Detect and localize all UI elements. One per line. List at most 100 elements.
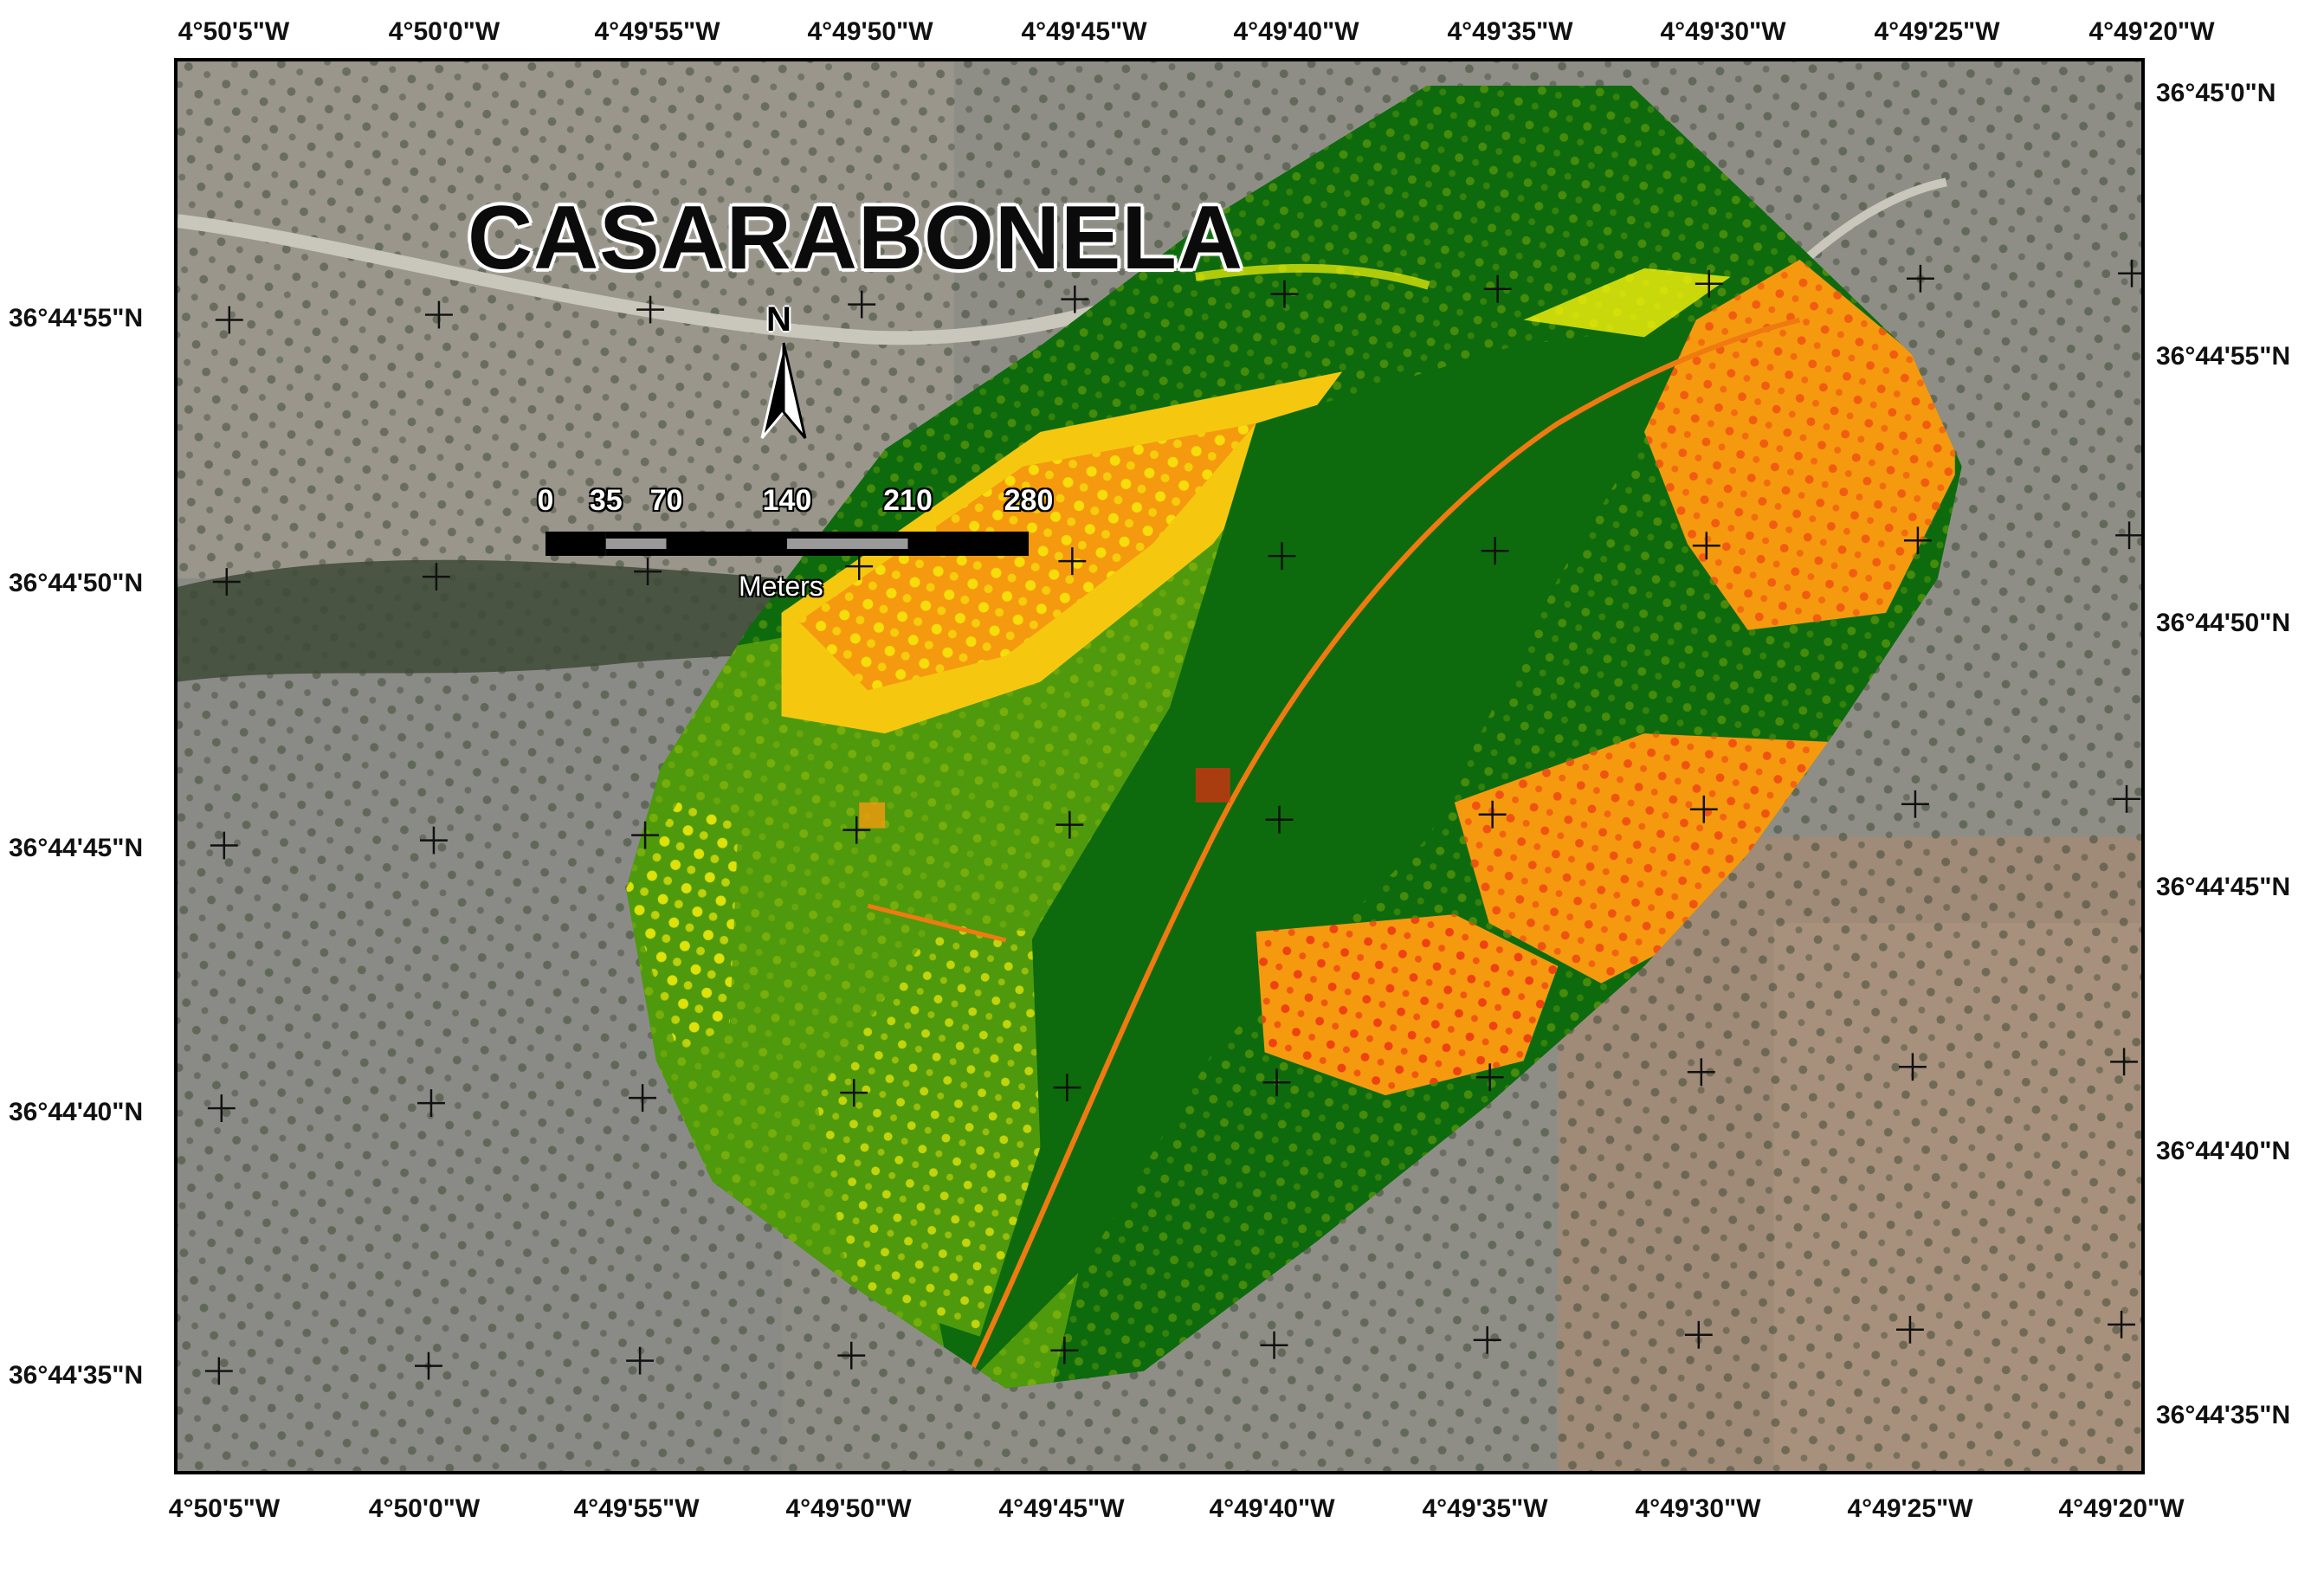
- graticule-cross: [420, 826, 448, 855]
- graticule-cross: [848, 290, 876, 319]
- north-arrow-icon: [760, 342, 807, 439]
- graticule-cross: [1483, 274, 1512, 303]
- longitude-label-top: 4°49'55"W: [594, 17, 720, 46]
- longitude-label-bottom: 4°49'55"W: [573, 1494, 700, 1523]
- latitude-label-right: 36°45'0"N: [2156, 79, 2276, 107]
- longitude-label-bottom: 4°49'50"W: [785, 1494, 912, 1523]
- graticule-cross: [1270, 280, 1299, 308]
- longitude-label-top: 4°49'40"W: [1233, 17, 1359, 46]
- legend: No vegetation ground cover< 30%30-60%60-…: [583, 1471, 2094, 1474]
- scale-segment: [545, 532, 606, 556]
- latitude-label-right: 36°44'35"N: [2156, 1401, 2291, 1429]
- graticule-cross: [2118, 259, 2141, 287]
- graticule-cross: [2110, 1048, 2139, 1076]
- graticule-cross: [1481, 537, 1509, 565]
- graticule-cross: [1695, 269, 1723, 298]
- graticule-cross: [424, 300, 453, 329]
- graticule-cross: [1478, 800, 1507, 829]
- longitude-label-top: 4°49'25"W: [1874, 17, 2000, 46]
- scale-bar: [545, 532, 1029, 556]
- graticule-cross: [2113, 784, 2141, 813]
- vegetation-map: [178, 61, 2141, 1471]
- latitude-label-left: 36°44'45"N: [9, 834, 144, 862]
- latitude-label-right: 36°44'45"N: [2156, 873, 2291, 901]
- graticule-cross: [423, 563, 450, 590]
- graticule-cross: [1058, 547, 1087, 576]
- longitude-label-top: 4°49'30"W: [1660, 17, 1786, 46]
- longitude-label-bottom: 4°49'45"W: [998, 1494, 1125, 1523]
- graticule-cross: [1692, 532, 1720, 560]
- longitude-label-top: 4°50'0"W: [388, 17, 500, 46]
- map-title: CASARABONELA: [468, 188, 1243, 288]
- graticule-cross: [212, 568, 241, 596]
- graticule-cross: [215, 306, 243, 334]
- graticule-cross: [207, 1094, 236, 1122]
- scale-segment: [907, 532, 1029, 556]
- graticule-cross: [629, 1084, 657, 1113]
- graticule-cross: [2115, 521, 2141, 550]
- graticule-cross: [1050, 1336, 1079, 1364]
- scale-segment: [666, 532, 787, 556]
- scale-tick-label: 0: [537, 484, 554, 517]
- graticule-cross: [210, 831, 238, 860]
- latitude-label-right: 36°44'55"N: [2156, 342, 2291, 371]
- graticule-cross: [2108, 1310, 2136, 1339]
- scale-tick-label: 70: [649, 484, 683, 517]
- longitude-label-bottom: 4°49'25"W: [1847, 1494, 1973, 1523]
- graticule-cross: [415, 1351, 442, 1380]
- graticule-cross: [636, 295, 665, 324]
- graticule-cross: [634, 558, 662, 586]
- scale-tick-label: 140: [762, 484, 812, 517]
- graticule-cross: [1689, 795, 1718, 823]
- scale-tick-label: 210: [883, 484, 933, 517]
- scale-segment-inner: [605, 539, 667, 549]
- latitude-label-left: 36°44'50"N: [9, 569, 144, 597]
- latitude-label-right: 36°44'50"N: [2156, 609, 2291, 637]
- graticule-cross: [845, 552, 874, 581]
- graticule-cross: [842, 816, 871, 844]
- longitude-label-top: 4°49'50"W: [807, 17, 933, 46]
- scale-tick-label: 35: [589, 484, 623, 517]
- graticule-cross: [1262, 1068, 1291, 1097]
- longitude-label-bottom: 4°49'20"W: [2058, 1494, 2185, 1523]
- graticule-cross: [1901, 790, 1929, 818]
- latitude-label-left: 36°44'35"N: [9, 1361, 144, 1390]
- graticule-cross: [1895, 1315, 1924, 1344]
- graticule-cross: [1061, 285, 1089, 313]
- longitude-label-top: 4°49'35"W: [1447, 17, 1573, 46]
- graticule-cross: [1268, 542, 1296, 571]
- graticule-cross: [204, 1357, 233, 1385]
- graticule-cross: [631, 821, 660, 849]
- map-frame[interactable]: CASARABONELA N 0 35 70 140 210 280 Meters No …: [174, 58, 2145, 1474]
- graticule-cross: [837, 1341, 866, 1370]
- scale-tick-label: 280: [1004, 484, 1054, 517]
- graticule-cross: [1684, 1320, 1713, 1349]
- longitude-label-top: 4°49'20"W: [2088, 17, 2215, 46]
- north-label: N: [766, 300, 791, 339]
- graticule-cross: [1055, 810, 1084, 839]
- graticule-cross: [840, 1079, 868, 1107]
- graticule-cross: [1687, 1058, 1715, 1087]
- graticule-cross: [1906, 264, 1934, 293]
- graticule-cross: [417, 1089, 445, 1118]
- graticule-cross: [1053, 1074, 1081, 1102]
- graticule-cross: [1898, 1053, 1927, 1081]
- latitude-label-right: 36°44'40"N: [2156, 1137, 2291, 1165]
- longitude-label-top: 4°49'45"W: [1021, 17, 1147, 46]
- graticule-cross: [1265, 805, 1294, 834]
- graticule-cross: [626, 1346, 655, 1375]
- latitude-label-left: 36°44'55"N: [9, 304, 144, 332]
- longitude-label-bottom: 4°50'0"W: [368, 1494, 481, 1523]
- longitude-label-bottom: 4°49'35"W: [1422, 1494, 1548, 1523]
- longitude-label-bottom: 4°49'40"W: [1209, 1494, 1335, 1523]
- scale-segment-inner: [787, 539, 908, 549]
- graticule-cross: [1475, 1063, 1504, 1092]
- longitude-label-bottom: 4°49'30"W: [1635, 1494, 1761, 1523]
- scale-units: Meters: [739, 571, 823, 602]
- latitude-label-left: 36°44'40"N: [9, 1098, 144, 1126]
- graticule-cross: [1260, 1331, 1288, 1359]
- longitude-label-top: 4°50'5"W: [178, 17, 290, 46]
- graticule-cross: [1903, 526, 1932, 555]
- graticule-cross: [1473, 1326, 1501, 1354]
- longitude-label-bottom: 4°50'5"W: [168, 1494, 281, 1523]
